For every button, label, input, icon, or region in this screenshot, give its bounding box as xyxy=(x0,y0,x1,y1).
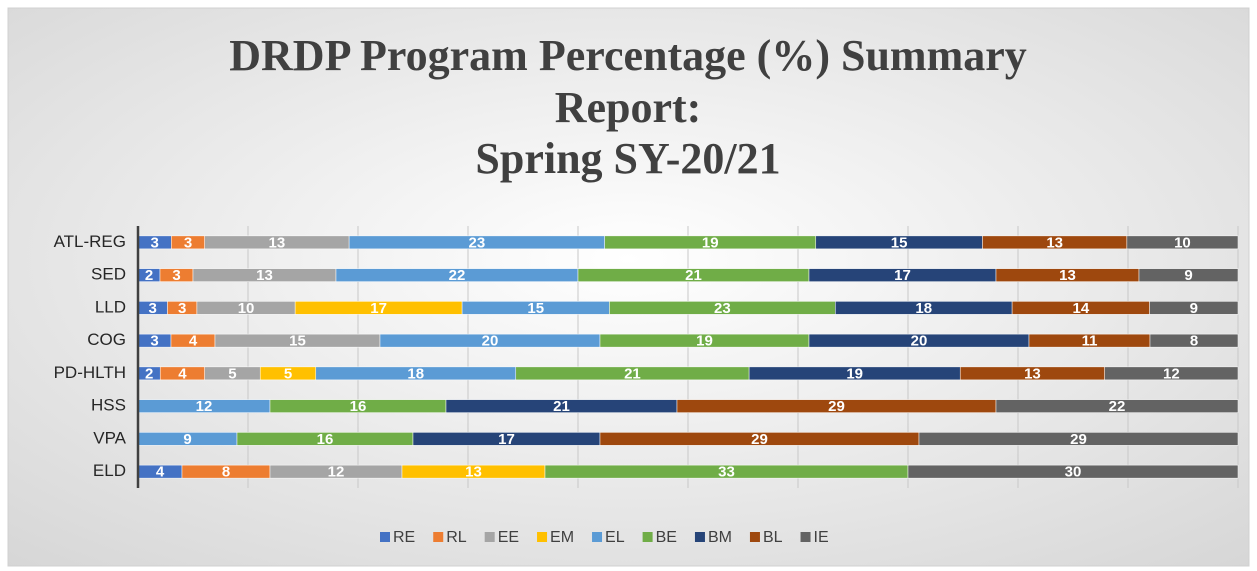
data-label: 10 xyxy=(238,300,255,317)
data-label: 19 xyxy=(702,234,719,251)
data-label: 19 xyxy=(696,333,713,350)
data-label: 13 xyxy=(1024,365,1041,382)
data-label: 8 xyxy=(1190,333,1198,350)
data-label: 2 xyxy=(145,267,153,284)
data-label: 29 xyxy=(828,398,845,415)
data-label: 12 xyxy=(196,398,213,415)
category-label: ELD xyxy=(93,461,126,480)
data-label: 18 xyxy=(407,365,424,382)
bar-segment xyxy=(1149,301,1239,315)
chart-title: Report: xyxy=(555,83,702,132)
category-label: VPA xyxy=(93,428,126,447)
legend-label: EL xyxy=(605,529,625,546)
data-label: 3 xyxy=(149,300,157,317)
data-label: 33 xyxy=(718,464,735,481)
data-label: 17 xyxy=(498,431,515,448)
chart-title: Spring SY-20/21 xyxy=(475,134,780,183)
bar-segment xyxy=(995,399,1239,413)
data-label: 12 xyxy=(1163,365,1180,382)
legend-label: BL xyxy=(763,529,783,546)
legend-swatch xyxy=(642,532,653,542)
category-label: PD-HLTH xyxy=(54,363,126,382)
data-label: 4 xyxy=(189,333,198,350)
data-label: 13 xyxy=(269,234,286,251)
legend-label: EE xyxy=(498,529,519,546)
data-label: 3 xyxy=(178,300,186,317)
category-label: HSS xyxy=(91,396,126,415)
data-label: 3 xyxy=(150,234,158,251)
category-label: COG xyxy=(87,330,126,349)
bar-segment xyxy=(1104,366,1239,381)
data-label: 9 xyxy=(183,431,191,448)
data-label: 18 xyxy=(915,300,932,317)
legend-label: BM xyxy=(708,529,732,546)
data-label: 29 xyxy=(1070,431,1087,448)
category-label: ATL-REG xyxy=(54,232,126,251)
data-label: 13 xyxy=(1046,234,1063,251)
data-label: 13 xyxy=(465,464,482,481)
data-label: 14 xyxy=(1073,300,1090,317)
bar-segment xyxy=(907,464,1239,479)
data-label: 30 xyxy=(1065,464,1082,481)
legend-swatch xyxy=(592,532,603,542)
legend-swatch xyxy=(694,532,705,542)
legend-label: RL xyxy=(446,529,467,546)
data-label: 10 xyxy=(1174,234,1191,251)
category-label: SED xyxy=(91,265,126,284)
legend-label: IE xyxy=(814,529,829,546)
legend-swatch xyxy=(749,532,760,542)
data-label: 12 xyxy=(328,464,345,481)
legend-label: BE xyxy=(656,529,677,546)
data-label: 3 xyxy=(184,234,192,251)
legend-swatch xyxy=(433,532,444,542)
data-label: 20 xyxy=(911,333,928,350)
data-label: 4 xyxy=(178,365,187,382)
data-label: 23 xyxy=(469,234,486,251)
legend-swatch xyxy=(380,532,390,542)
data-label: 17 xyxy=(370,300,387,317)
bar-segment xyxy=(918,432,1239,446)
data-label: 9 xyxy=(1184,267,1192,284)
data-label: 20 xyxy=(482,333,499,350)
data-label: 23 xyxy=(714,300,731,317)
data-label: 3 xyxy=(150,333,158,350)
legend-label: RE xyxy=(393,529,415,546)
data-label: 13 xyxy=(1059,267,1076,284)
data-label: 22 xyxy=(449,267,466,284)
chart-title: DRDP Program Percentage (%) Summary xyxy=(229,31,1027,80)
bar-segment xyxy=(1149,333,1239,348)
category-label: LLD xyxy=(95,297,126,316)
data-label: 17 xyxy=(894,267,911,284)
data-label: 4 xyxy=(156,464,165,481)
data-label: 15 xyxy=(891,234,908,251)
data-label: 19 xyxy=(846,365,863,382)
legend-label: EM xyxy=(550,529,574,546)
data-label: 8 xyxy=(222,464,230,481)
data-label: 21 xyxy=(624,365,641,382)
data-label: 11 xyxy=(1082,333,1098,350)
data-label: 22 xyxy=(1109,398,1126,415)
legend-swatch xyxy=(484,532,495,542)
bar-segment xyxy=(1138,268,1239,282)
data-label: 3 xyxy=(172,267,180,284)
data-label: 5 xyxy=(284,365,292,382)
data-label: 16 xyxy=(350,398,367,415)
data-label: 15 xyxy=(527,300,544,317)
data-label: 9 xyxy=(1190,300,1198,317)
legend-swatch xyxy=(800,532,811,542)
data-label: 13 xyxy=(256,267,273,284)
data-label: 5 xyxy=(228,365,236,382)
legend-swatch xyxy=(537,532,548,542)
data-label: 15 xyxy=(289,333,306,350)
bar-segment xyxy=(1126,235,1239,250)
data-label: 2 xyxy=(145,365,153,382)
data-label: 21 xyxy=(685,267,702,284)
data-label: 29 xyxy=(751,431,768,448)
data-label: 21 xyxy=(553,398,570,415)
data-label: 16 xyxy=(317,431,334,448)
